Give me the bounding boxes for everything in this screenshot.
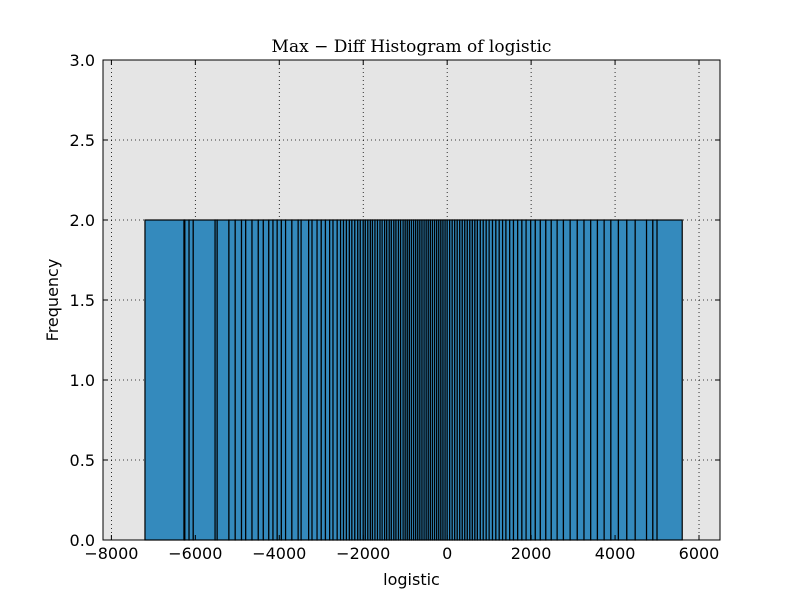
histogram-bars bbox=[144, 219, 683, 541]
histogram-bar bbox=[272, 219, 278, 541]
histogram-bar bbox=[291, 219, 299, 541]
histogram-bar bbox=[634, 219, 648, 541]
histogram-bar bbox=[583, 219, 592, 541]
x-tick-label: 0 bbox=[442, 544, 452, 563]
histogram-bar bbox=[228, 219, 236, 541]
histogram-bar bbox=[316, 219, 322, 541]
histogram-bar bbox=[280, 219, 287, 541]
chart-title: Max − Diff Histogram of logistic bbox=[272, 37, 552, 57]
x-tick-label: 2000 bbox=[511, 544, 552, 563]
histogram-bar bbox=[240, 219, 247, 541]
histogram-bar bbox=[656, 219, 683, 541]
histogram-bar bbox=[652, 219, 658, 541]
histogram-bar bbox=[192, 219, 216, 541]
x-tick-labels: −8000 −6000 −4000 −2000 0 2000 4000 6000 bbox=[84, 544, 719, 563]
y-tick-label: 1.0 bbox=[70, 371, 95, 390]
histogram-bar bbox=[530, 219, 536, 541]
x-tick-label: 6000 bbox=[679, 544, 720, 563]
y-tick-label: 2.5 bbox=[70, 131, 95, 150]
histogram-bar bbox=[512, 219, 519, 541]
histogram-bar bbox=[284, 219, 293, 541]
histogram-bar bbox=[539, 219, 547, 541]
histogram-bar bbox=[311, 219, 318, 541]
histogram-bar bbox=[556, 219, 565, 541]
histogram-bar bbox=[184, 219, 190, 541]
histogram-bar bbox=[234, 219, 243, 541]
histogram-bar bbox=[262, 219, 270, 541]
y-axis-label: Frequency bbox=[43, 259, 62, 342]
histogram-bar bbox=[276, 219, 282, 541]
x-tick-label: −6000 bbox=[168, 544, 222, 563]
histogram-bar bbox=[534, 219, 541, 541]
x-tick-label: −8000 bbox=[84, 544, 138, 563]
histogram-bar bbox=[521, 219, 527, 541]
histogram-bar bbox=[550, 219, 558, 541]
histogram-bar bbox=[545, 219, 552, 541]
histogram-bar bbox=[569, 219, 578, 541]
histogram-bar bbox=[320, 219, 327, 541]
histogram-bar bbox=[332, 219, 338, 541]
histogram-bar bbox=[251, 219, 259, 541]
histogram-bar bbox=[562, 219, 571, 541]
histogram-bar bbox=[525, 219, 532, 541]
histogram-bar bbox=[188, 219, 194, 541]
y-tick-label: 0.5 bbox=[70, 451, 95, 470]
histogram-bar bbox=[617, 219, 628, 541]
histogram-bar bbox=[257, 219, 264, 541]
y-tick-label: 2.0 bbox=[70, 211, 95, 230]
tick-marks bbox=[103, 59, 720, 541]
histogram-bar bbox=[245, 219, 253, 541]
histogram-bar bbox=[300, 219, 310, 541]
x-tick-label: −2000 bbox=[336, 544, 390, 563]
x-tick-label: 4000 bbox=[595, 544, 636, 563]
histogram-bar bbox=[645, 219, 654, 541]
histogram-bar bbox=[324, 219, 331, 541]
y-tick-label: 0.0 bbox=[70, 531, 95, 550]
y-tick-label: 1.5 bbox=[70, 291, 95, 310]
histogram-bar bbox=[610, 219, 620, 541]
histogram-bar bbox=[626, 219, 636, 541]
histogram-bar bbox=[517, 219, 523, 541]
histogram-bar bbox=[590, 219, 599, 541]
x-axis-label: logistic bbox=[383, 570, 440, 589]
histogram-bar bbox=[268, 219, 274, 541]
histogram-bar bbox=[216, 219, 230, 541]
histogram-bar bbox=[596, 219, 605, 541]
histogram-bar bbox=[576, 219, 585, 541]
y-tick-label: 3.0 bbox=[70, 51, 95, 70]
y-tick-labels: 0.0 0.5 1.0 1.5 2.0 2.5 3.0 bbox=[70, 51, 95, 550]
histogram-bar bbox=[603, 219, 612, 541]
x-tick-label: −4000 bbox=[252, 544, 306, 563]
histogram-bar bbox=[144, 219, 185, 541]
